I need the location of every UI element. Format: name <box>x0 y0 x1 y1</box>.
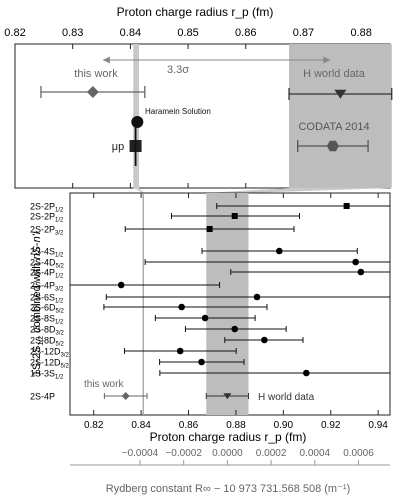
top-tick-label: 0.83 <box>62 27 83 39</box>
rydberg-tick-label: −0.0004 <box>122 448 159 459</box>
bottom-point-square <box>343 203 350 209</box>
bottom-xlabel: Proton charge radius r_p (fm) <box>150 430 307 444</box>
bottom-point-circle <box>117 281 125 289</box>
bottom-tick-label: 0.86 <box>179 420 199 431</box>
bottom-point-circle <box>231 325 239 333</box>
top-point-circle <box>131 116 144 128</box>
transition-label: 2S-12D3/2 <box>30 347 70 359</box>
bottom-point-circle <box>276 247 283 255</box>
transition-label: 2S-4P1/2 <box>30 268 64 280</box>
legend-label: H world data <box>258 392 315 403</box>
top-marks: this work H world data CODATA 2014 Haramein… <box>40 44 393 188</box>
bottom-tick-label: 0.90 <box>274 420 294 431</box>
bottom-tick-label: 0.82 <box>84 420 104 431</box>
zoom-connector-right <box>206 188 392 193</box>
bottom-tick-label: 0.94 <box>368 420 388 431</box>
bottom-tick-label: 0.84 <box>131 420 151 431</box>
legend-point-triangle-down <box>223 393 232 400</box>
bottom-tick-label: 0.92 <box>321 420 341 431</box>
top-point-hexagon <box>326 140 339 152</box>
legend-point-diamond <box>121 392 130 400</box>
top-tick-label: 0.87 <box>293 27 314 39</box>
top-point-label: CODATA 2014 <box>298 121 369 133</box>
bottom-point-circle <box>303 369 310 377</box>
top-xlabel: Proton charge radius r_p (fm) <box>117 5 274 19</box>
transition-label: 2S-2P1/2 <box>30 202 64 214</box>
sigma-arrowhead-right <box>323 56 331 64</box>
rydberg-tick-label: 0.0000 <box>212 448 243 459</box>
transition-label: 2S-12D5/2 <box>30 358 70 370</box>
top-point-label: this work <box>74 68 118 80</box>
top-tick-label: 0.88 <box>350 27 371 39</box>
transition-labels: 2S-2P1/22S-2P1/22S-2P3/22S-4S1/22S-4D5/2… <box>30 202 70 402</box>
bottom-point-circle <box>352 258 359 266</box>
bottom-point-circle <box>198 358 205 366</box>
top-point-label: Haramein Solution <box>145 107 211 116</box>
top-tick-label: 0.82 <box>4 27 25 39</box>
bottom-h-world-band <box>206 193 249 415</box>
transition-label: 2S-2P3/2 <box>30 225 64 237</box>
transition-label: 2S-4D5/2 <box>30 258 65 270</box>
sigma-arrowhead-left <box>102 56 110 64</box>
rydberg-tick-label: 0.0002 <box>256 448 287 459</box>
bottom-point-circle <box>178 303 185 311</box>
bottom-marks: this work H world data <box>70 193 391 415</box>
muonic-band <box>133 44 140 188</box>
bottom-point-circle <box>261 336 268 344</box>
transition-label: 2S-8D3/2 <box>30 325 65 337</box>
top-tick-label: 0.85 <box>177 27 198 39</box>
top-tick-labels: 0.82 0.83 0.84 0.85 0.86 0.87 0.88 <box>4 27 372 188</box>
bottom-point-square <box>231 213 238 219</box>
top-point-triangle-down <box>334 89 347 99</box>
transition-label: 2S-2P1/2 <box>30 212 64 224</box>
transition-label: 2S-4S1/2 <box>30 247 64 259</box>
top-point-label: μp <box>112 141 124 153</box>
transition-label: 2S-4P3/2 <box>30 281 64 293</box>
bottom-point-circle <box>357 268 365 276</box>
transition-label: 2S-6D5/2 <box>30 303 65 315</box>
rydberg-tick-label: −0.0002 <box>165 448 202 459</box>
top-point-label: H world data <box>303 68 366 80</box>
bottom-point-circle <box>201 314 209 322</box>
transition-label: 2S-8D5/2 <box>30 336 65 348</box>
rydberg-tick-label: 0.0006 <box>343 448 374 459</box>
bottom-ylabel: 1S-2S1/2 combined with nS-n'l <box>31 231 45 376</box>
top-point-diamond <box>86 86 99 98</box>
bottom-point-square <box>206 226 213 232</box>
transition-label: 1S-3S1/2 <box>30 369 64 381</box>
bottom-tick-labels: 0.82 0.84 0.86 0.88 0.90 0.92 0.94 <box>84 193 388 431</box>
top-tick-label: 0.84 <box>120 27 141 39</box>
bottom-tick-label: 0.88 <box>226 420 246 431</box>
h-world-band <box>289 44 392 188</box>
top-tick-label: 0.86 <box>235 27 256 39</box>
bottom-point-circle <box>176 347 184 355</box>
transition-label: 2S-8S1/2 <box>30 314 64 326</box>
rydberg-tick-label: 0.0004 <box>300 448 331 459</box>
legend-label: this work <box>84 379 124 390</box>
transition-label: 2S-6S1/2 <box>30 293 64 305</box>
transition-label: 2S-4P <box>30 392 55 402</box>
rydberg-tick-labels: −0.0004 −0.0002 0.0000 0.0002 0.0004 0.0006 <box>122 448 374 465</box>
rydberg-xlabel: Rydberg constant R∞ − 10 973 731.568 508… <box>106 483 350 495</box>
zoom-connector-left <box>133 188 145 193</box>
bottom-point-circle <box>253 293 261 301</box>
sigma-label: 3.3σ <box>167 64 189 76</box>
